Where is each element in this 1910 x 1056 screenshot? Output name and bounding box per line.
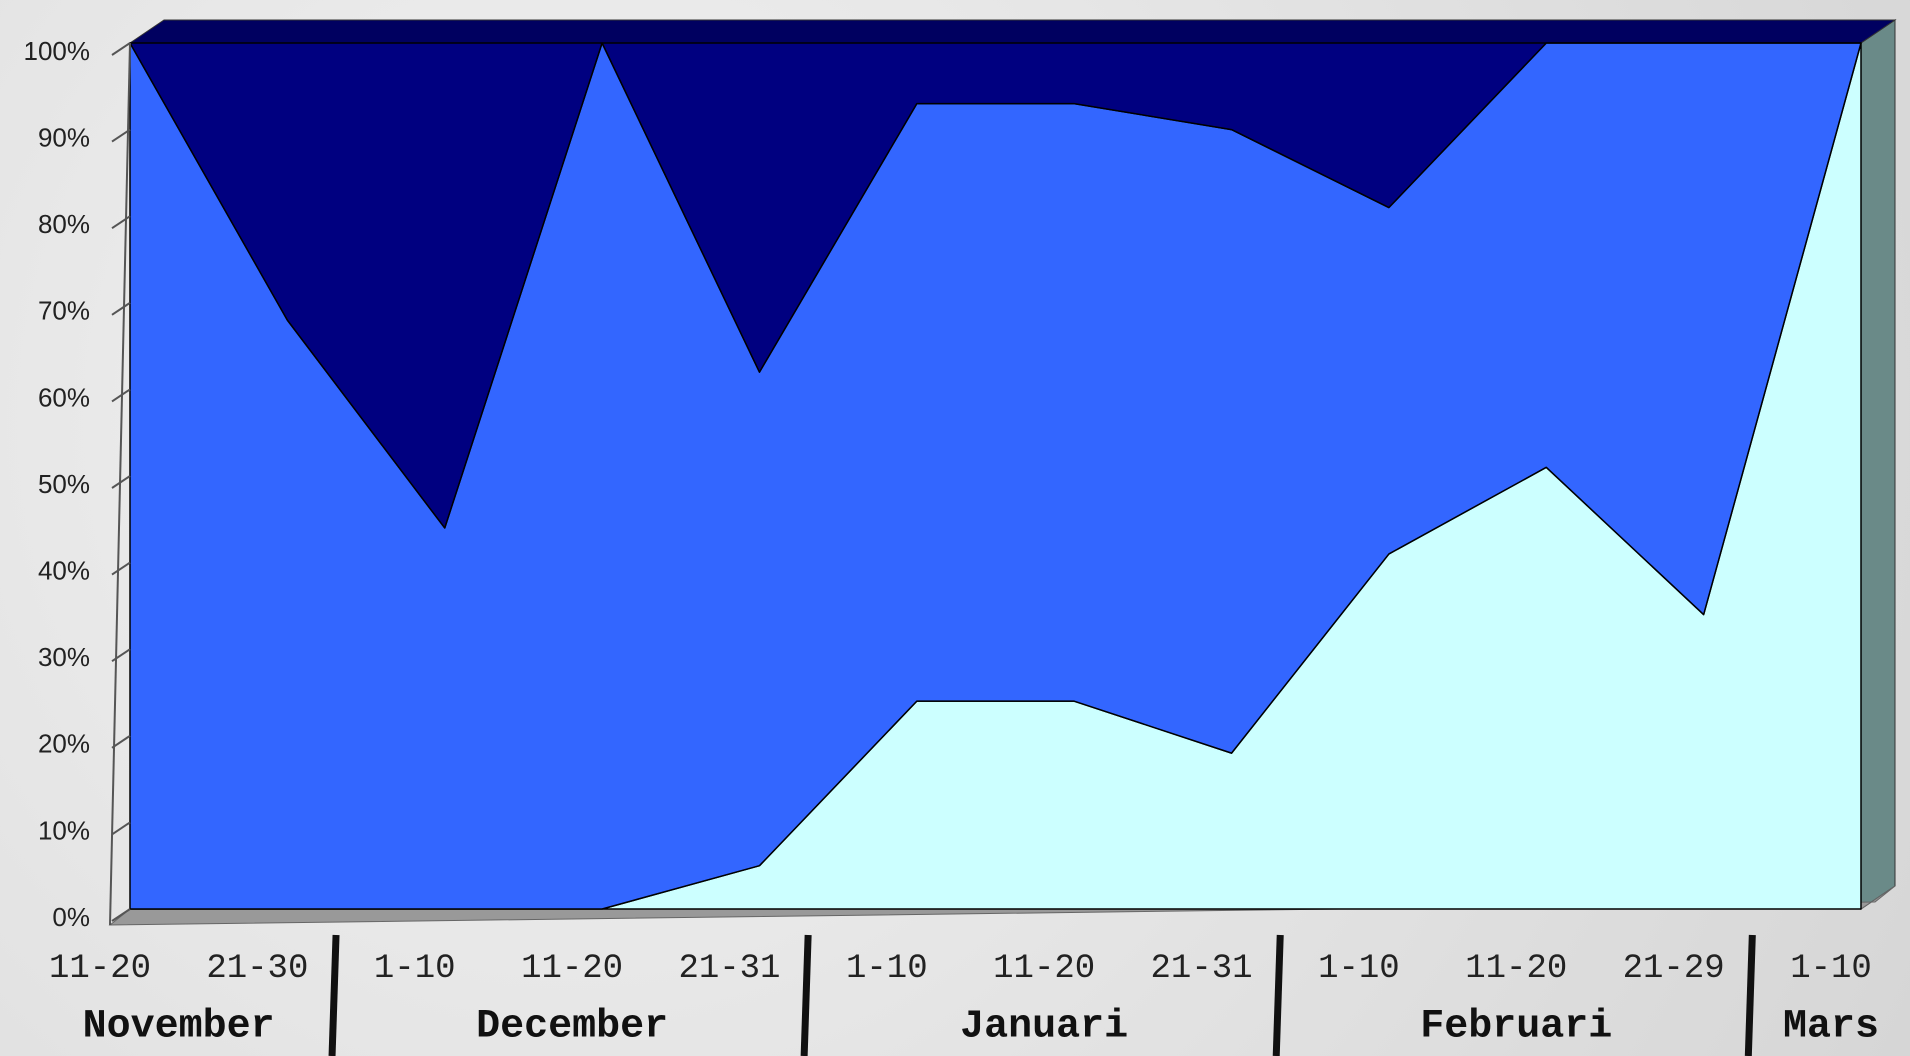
group-separator	[800, 934, 812, 1056]
group-separator	[328, 934, 340, 1056]
group-separator	[1272, 934, 1284, 1056]
y-tick	[111, 215, 131, 230]
y-tick-label: 40%	[38, 555, 90, 585]
x-tick-label: 11-20	[49, 950, 151, 988]
side-wall	[1860, 19, 1896, 910]
x-tick-label: 21-31	[678, 950, 780, 988]
x-tick-label: 1-10	[846, 950, 928, 988]
x-tick-label: 11-20	[993, 950, 1095, 988]
x-tick-label: 1-10	[374, 950, 456, 988]
group-label: Januari	[960, 1005, 1128, 1050]
y-tick-label: 100%	[24, 36, 91, 66]
x-tick-label: 21-29	[1623, 950, 1725, 988]
y-tick	[111, 648, 131, 663]
y-tick-label: 70%	[38, 296, 90, 326]
y-tick-label: 10%	[38, 815, 90, 845]
x-tick-label: 21-30	[206, 950, 308, 988]
y-tick-label: 90%	[38, 122, 90, 152]
y-tick	[111, 301, 131, 316]
y-tick	[111, 388, 131, 403]
x-tick-label: 21-31	[1151, 950, 1253, 988]
y-tick-label: 50%	[38, 469, 90, 499]
y-tick	[111, 561, 131, 576]
x-tick-label: 11-20	[521, 950, 623, 988]
y-tick-label: 0%	[52, 902, 90, 932]
group-separator	[1744, 934, 1756, 1056]
area	[129, 42, 1862, 529]
group-label: Mars	[1783, 1005, 1879, 1050]
group-label: December	[476, 1005, 668, 1050]
group-label: November	[83, 1005, 275, 1050]
y-axis	[109, 42, 131, 926]
y-tick	[111, 42, 131, 56]
y-tick	[111, 821, 131, 836]
top-edge	[128, 19, 1897, 44]
y-tick-label: 20%	[38, 729, 90, 759]
x-tick-label: 11-20	[1465, 950, 1567, 988]
y-tick	[111, 908, 131, 922]
x-tick-label: 1-10	[1790, 950, 1872, 988]
y-tick-label: 80%	[38, 209, 90, 239]
y-tick-label: 30%	[38, 642, 90, 672]
x-tick-label: 1-10	[1318, 950, 1400, 988]
y-tick-label: 60%	[38, 382, 90, 412]
group-label: Februari	[1420, 1005, 1612, 1050]
